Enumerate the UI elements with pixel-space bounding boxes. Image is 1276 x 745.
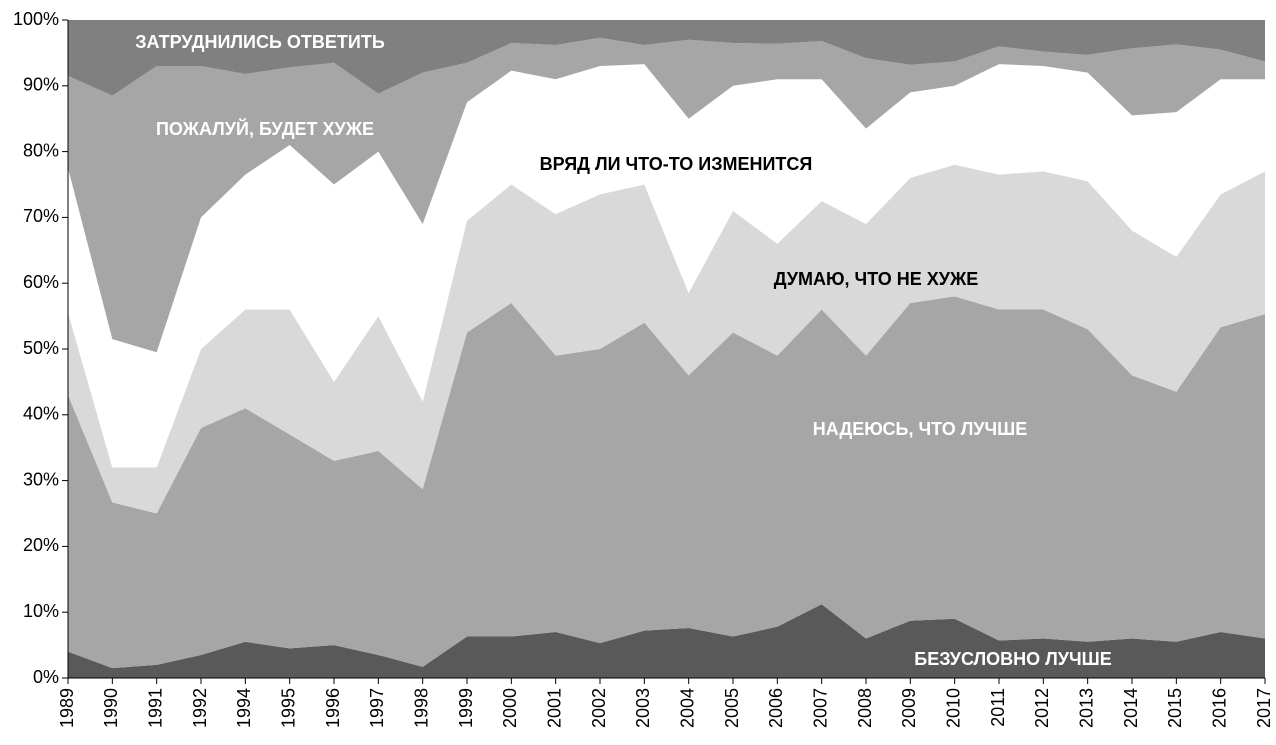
x-tick-label: 2014 [1121, 688, 1141, 728]
x-tick-label: 1999 [456, 688, 476, 728]
series-label: БЕЗУСЛОВНО ЛУЧШЕ [914, 649, 1111, 669]
x-tick-label: 1997 [367, 688, 387, 728]
y-tick-label: 60% [23, 272, 59, 292]
y-tick-label: 70% [23, 206, 59, 226]
y-tick-label: 30% [23, 469, 59, 489]
x-tick-label: 1990 [101, 688, 121, 728]
x-tick-label: 2015 [1165, 688, 1185, 728]
series-label: НАДЕЮСЬ, ЧТО ЛУЧШЕ [813, 419, 1028, 439]
x-tick-label: 1989 [57, 688, 77, 728]
x-tick-label: 2013 [1076, 688, 1096, 728]
area [68, 37, 1265, 353]
y-tick-label: 20% [23, 535, 59, 555]
x-tick-label: 2007 [810, 688, 830, 728]
x-tick-label: 2005 [722, 688, 742, 728]
x-tick-label: 1994 [234, 688, 254, 728]
area [68, 164, 1265, 514]
x-tick-label: 2010 [943, 688, 963, 728]
area [68, 64, 1265, 468]
y-tick-label: 40% [23, 404, 59, 424]
x-tick-label: 1992 [190, 688, 210, 728]
x-tick-label: 2011 [988, 688, 1008, 727]
series-label: ЗАТРУДНИЛИСЬ ОТВЕТИТЬ [135, 32, 385, 52]
x-tick-label: 1998 [411, 688, 431, 728]
x-tick-label: 2009 [899, 688, 919, 728]
y-tick-label: 100% [13, 9, 59, 29]
x-tick-label: 1995 [278, 688, 298, 728]
x-tick-label: 1991 [145, 688, 165, 728]
x-tick-label: 2004 [677, 688, 697, 728]
x-tick-label: 2003 [633, 688, 653, 728]
x-tick-label: 2006 [766, 688, 786, 728]
area [68, 296, 1265, 669]
x-tick-label: 2017 [1254, 688, 1274, 728]
y-tick-label: 0% [33, 667, 59, 687]
x-tick-label: 1996 [323, 688, 343, 728]
area [68, 20, 1265, 96]
y-tick-label: 90% [23, 75, 59, 95]
y-tick-label: 10% [23, 601, 59, 621]
area [68, 604, 1265, 678]
x-tick-label: 2002 [589, 688, 609, 728]
x-tick-label: 2001 [544, 688, 564, 728]
x-tick-label: 2016 [1209, 688, 1229, 728]
series-label: ВРЯД ЛИ ЧТО-ТО ИЗМЕНИТСЯ [540, 154, 813, 174]
series-label: ДУМАЮ, ЧТО НЕ ХУЖЕ [774, 269, 978, 289]
y-tick-label: 80% [23, 140, 59, 160]
x-tick-label: 2000 [500, 688, 520, 728]
x-tick-label: 2012 [1032, 688, 1052, 728]
y-tick-label: 50% [23, 338, 59, 358]
series-label: ПОЖАЛУЙ, БУДЕТ ХУЖЕ [156, 118, 374, 139]
x-tick-label: 2008 [855, 688, 875, 728]
